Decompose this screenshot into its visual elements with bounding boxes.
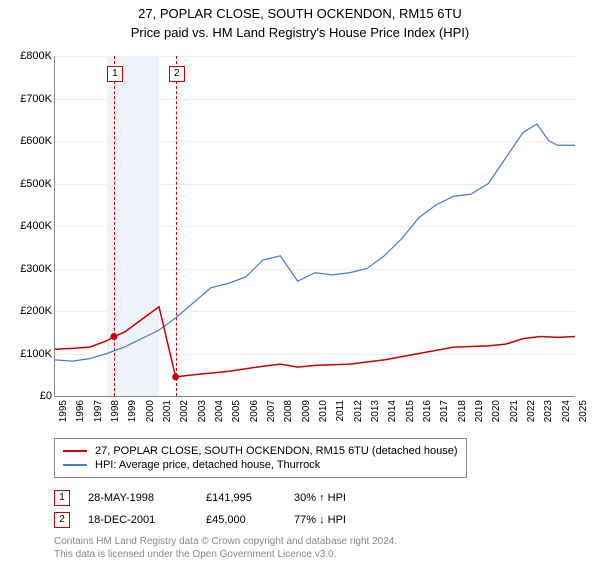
- x-tick-label: 2023: [543, 400, 554, 422]
- x-tick-label: 2021: [509, 400, 520, 422]
- x-tick-label: 2012: [353, 400, 364, 422]
- attribution-footer: Contains HM Land Registry data © Crown c…: [54, 536, 397, 561]
- legend-item-hpi: HPI: Average price, detached house, Thur…: [63, 459, 458, 471]
- line-property: [55, 307, 575, 377]
- event-marker-box: 1: [54, 490, 70, 506]
- sale-point: [172, 373, 179, 380]
- x-tick-label: 2008: [283, 400, 294, 422]
- y-tick-label: £200K: [8, 305, 52, 317]
- y-tick-label: £100K: [8, 348, 52, 360]
- x-tick-label: 2005: [231, 400, 242, 422]
- legend-label-property: 27, POPLAR CLOSE, SOUTH OCKENDON, RM15 6…: [95, 445, 458, 457]
- x-tick-label: 2019: [474, 400, 485, 422]
- x-tick-label: 2024: [561, 400, 572, 422]
- x-tick-label: 1998: [110, 400, 121, 422]
- x-tick-label: 1996: [75, 400, 86, 422]
- event-pct: 30% ↑ HPI: [294, 492, 346, 504]
- y-tick-label: £600K: [8, 135, 52, 147]
- event-date: 18-DEC-2001: [88, 514, 188, 526]
- x-tick-label: 2003: [197, 400, 208, 422]
- legend-swatch-property: [63, 450, 87, 452]
- y-tick-label: £0: [8, 390, 52, 402]
- event-marker-on-chart: 1: [107, 66, 123, 82]
- x-tick-label: 2016: [422, 400, 433, 422]
- x-tick-label: 1995: [58, 400, 69, 422]
- x-tick-label: 2022: [526, 400, 537, 422]
- x-tick-label: 2025: [578, 400, 589, 422]
- x-tick-label: 2010: [318, 400, 329, 422]
- x-tick-label: 1997: [93, 400, 104, 422]
- y-tick-label: £300K: [8, 263, 52, 275]
- event-pct: 77% ↓ HPI: [294, 514, 346, 526]
- plot-area: 12: [54, 56, 575, 397]
- x-tick-label: 2013: [370, 400, 381, 422]
- x-tick-label: 2018: [457, 400, 468, 422]
- chart-container: 27, POPLAR CLOSE, SOUTH OCKENDON, RM15 6…: [0, 6, 600, 566]
- x-tick-label: 2014: [387, 400, 398, 422]
- chart-title-address: 27, POPLAR CLOSE, SOUTH OCKENDON, RM15 6…: [0, 6, 600, 21]
- event-row-1: 1 28-MAY-1998 £141,995 30% ↑ HPI: [54, 490, 346, 506]
- x-tick-label: 2004: [214, 400, 225, 422]
- y-tick-label: £500K: [8, 178, 52, 190]
- x-tick-label: 2009: [301, 400, 312, 422]
- x-tick-label: 2011: [335, 400, 346, 422]
- y-tick-label: £700K: [8, 93, 52, 105]
- x-tick-label: 1999: [127, 400, 138, 422]
- legend-swatch-hpi: [63, 464, 87, 466]
- x-tick-label: 2020: [491, 400, 502, 422]
- event-marker-on-chart: 2: [169, 66, 185, 82]
- x-tick-label: 2007: [266, 400, 277, 422]
- event-date: 28-MAY-1998: [88, 492, 188, 504]
- y-tick-label: £400K: [8, 220, 52, 232]
- x-tick-label: 2002: [179, 400, 190, 422]
- sale-point: [110, 333, 117, 340]
- x-tick-label: 2000: [145, 400, 156, 422]
- legend-label-hpi: HPI: Average price, detached house, Thur…: [95, 459, 320, 471]
- x-tick-label: 2006: [249, 400, 260, 422]
- x-tick-label: 2017: [439, 400, 450, 422]
- event-price: £45,000: [206, 514, 276, 526]
- chart-subtitle: Price paid vs. HM Land Registry's House …: [0, 25, 600, 40]
- legend-item-property: 27, POPLAR CLOSE, SOUTH OCKENDON, RM15 6…: [63, 445, 458, 457]
- event-marker-box: 2: [54, 512, 70, 528]
- x-tick-label: 2001: [162, 400, 173, 422]
- y-tick-label: £800K: [8, 50, 52, 62]
- legend: 27, POPLAR CLOSE, SOUTH OCKENDON, RM15 6…: [54, 438, 467, 478]
- event-price: £141,995: [206, 492, 276, 504]
- event-row-2: 2 18-DEC-2001 £45,000 77% ↓ HPI: [54, 512, 346, 528]
- x-tick-label: 2015: [405, 400, 416, 422]
